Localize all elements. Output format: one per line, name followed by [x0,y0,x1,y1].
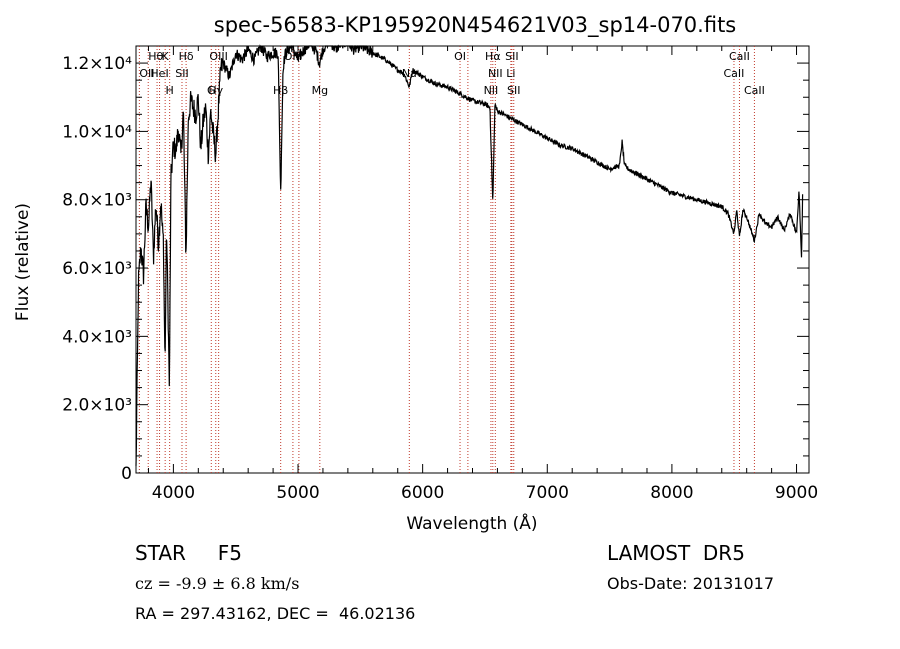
y-tick-label: 1.2×10⁴ [62,54,132,74]
spectral-line-label: K [162,50,170,63]
survey-name: LAMOST DR5 [607,541,745,565]
y-tick-label: 2.0×10³ [62,396,132,416]
x-axis-ticks: 4000 5000 6000 7000 8000 9000 [147,46,818,503]
spectral-line-label: Hδ [179,50,194,63]
x-tick-label: 7000 [526,483,569,503]
x-tick-label: 6000 [401,483,444,503]
x-tick-label: 9000 [775,483,818,503]
spectral-line-label: Hθ [148,50,163,63]
spectral-line-label: CaII [729,50,750,63]
observation-date: Obs-Date: 20131017 [607,574,775,593]
spectrum-line [135,44,804,466]
spectral-line-label: Mg [312,84,328,97]
spectral-line-label: G [207,84,216,97]
y-tick-label: 0 [121,464,132,484]
object-class: STAR F5 [135,541,242,565]
x-tick-label: 4000 [152,483,195,503]
spectral-line-label: SII [507,84,520,97]
spectral-line-markers [138,46,755,473]
chart-title: spec-56583-KP195920N454621V03_sp14-070.f… [214,13,737,38]
velocity-text: cz = -9.9 ± 6.8 km/s [135,574,300,593]
spectral-line-label: SII [505,50,518,63]
spectral-line-label: HeI [150,67,168,80]
spectral-line-label: NII [484,84,499,97]
spectral-line-label: NII [488,67,503,80]
y-tick-label: 8.0×10³ [62,191,132,211]
plot-frame [135,45,810,474]
x-axis-label: Wavelength (Å) [406,512,537,534]
spectral-line-label: SII [175,67,188,80]
spectral-line-label: OIII [209,50,227,63]
spectral-line-label: CaII [744,84,765,97]
y-tick-label: 1.0×10⁴ [62,122,132,142]
spectral-line-label: Hγ [208,84,223,97]
spectral-line-label: OII [139,67,154,80]
y-tick-label: 4.0×10³ [62,327,132,347]
y-tick-label: 6.0×10³ [62,259,132,279]
spectral-line-label: H [166,84,174,97]
spectral-line-label: Hα [485,50,501,63]
x-tick-label: 8000 [650,483,693,503]
spectral-line-label: Li [506,67,515,80]
x-tick-label: 5000 [276,483,319,503]
spectral-line-label: CaII [724,67,745,80]
spectral-line-labels: OIIHθHeIKHSIIHδGHγOIIIHβOIIIMgNaOINIIHαN… [139,50,765,97]
y-axis-ticks: 0 2.0×10³ 4.0×10³ 6.0×10³ 8.0×10³ 1.0×10⁴ 1.2×… [62,54,809,484]
coordinates-text: RA = 297.43162, DEC = 46.02136 [135,604,416,623]
y-axis-label: Flux (relative) [13,203,33,321]
spectral-line-label: OI [454,50,466,63]
spectral-line-label: Hβ [273,84,288,97]
